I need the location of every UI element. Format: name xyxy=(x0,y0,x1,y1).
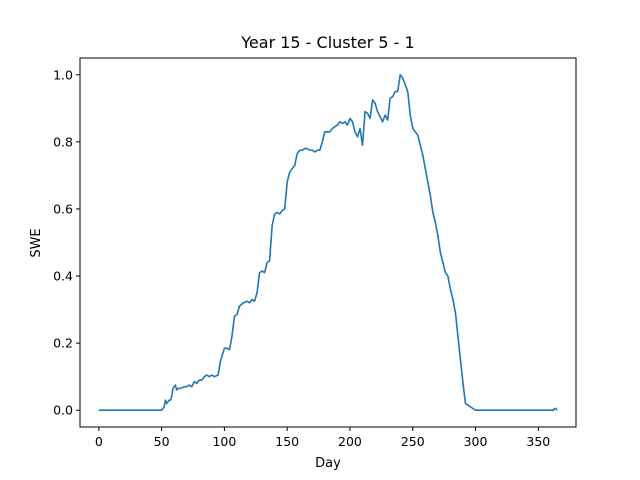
y-tick-label: 0.0 xyxy=(53,403,73,418)
y-tick-label: 0.4 xyxy=(53,269,73,284)
x-tick-label: 200 xyxy=(338,434,362,449)
x-tick-label: 100 xyxy=(212,434,236,449)
x-tick-label: 50 xyxy=(154,434,170,449)
x-axis: 0 50 100 150 200 250 300 350 xyxy=(95,427,550,449)
chart-title: Year 15 - Cluster 5 - 1 xyxy=(240,33,414,52)
axes-frame xyxy=(79,57,577,428)
x-axis-label: Day xyxy=(315,456,341,471)
series-line-0 xyxy=(98,73,558,412)
x-tick-label: 300 xyxy=(464,434,488,449)
y-tick-label: 1.0 xyxy=(53,67,73,82)
y-tick-label: 0.6 xyxy=(53,201,73,216)
y-tick-label: 0.8 xyxy=(53,134,73,149)
y-axis: 0.0 0.2 0.4 0.6 0.8 1.0 xyxy=(53,67,80,418)
x-tick-label: 250 xyxy=(401,434,425,449)
x-tick-label: 0 xyxy=(95,434,103,449)
x-tick-label: 350 xyxy=(526,434,550,449)
plot-area xyxy=(98,73,558,412)
y-axis-label: SWE xyxy=(29,228,44,257)
x-tick-label: 150 xyxy=(275,434,299,449)
y-tick-label: 0.2 xyxy=(53,336,73,351)
